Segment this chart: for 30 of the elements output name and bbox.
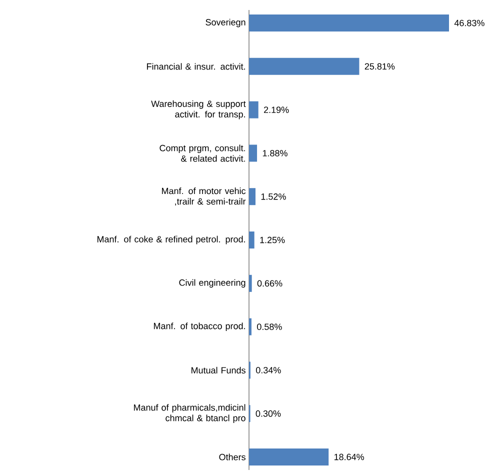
bar [249,14,449,32]
data-label: 18.64% [334,454,364,460]
y-tick-label: Mutual Funds [192,366,246,374]
data-label: 25.81% [364,63,395,70]
y-tick-label: Civil engineering [179,279,246,288]
bar [249,274,252,292]
data-label: 2.19% [264,106,289,113]
y-tick-label: Manf. of coke & refined petrol. prod. [97,236,245,244]
bar [249,231,254,248]
bar [249,144,258,162]
data-label: 0.34% [256,366,281,374]
data-label: 0.30% [256,410,281,417]
y-tick-label: Others [219,454,246,460]
y-tick-label: Financial & insur. activit. [147,63,245,70]
y-tick-label: Compt prgm, consult. & related activit. [160,144,245,162]
bar [249,188,256,206]
y-tick-label: Manf. of motor vehic ,trailr & semi-trailr [162,188,246,206]
y-tick-label: Warehousing & support activit. for transp. [151,100,246,120]
y-tick-label: Manuf of pharmicals,mdicinl chmcal & btancl pro [134,404,246,424]
data-label: 1.52% [261,193,286,200]
data-label: 46.83% [454,20,484,26]
bar [249,101,258,118]
data-label: 0.66% [257,280,282,287]
bar [249,58,360,75]
y-tick-label: Manf. of tobacco prod. [154,322,245,331]
data-label: 0.58% [257,324,282,330]
bar [249,448,329,466]
data-label: 1.25% [260,236,285,244]
data-label: 1.88% [262,150,288,156]
y-tick-label: Soveriegn [206,18,246,28]
